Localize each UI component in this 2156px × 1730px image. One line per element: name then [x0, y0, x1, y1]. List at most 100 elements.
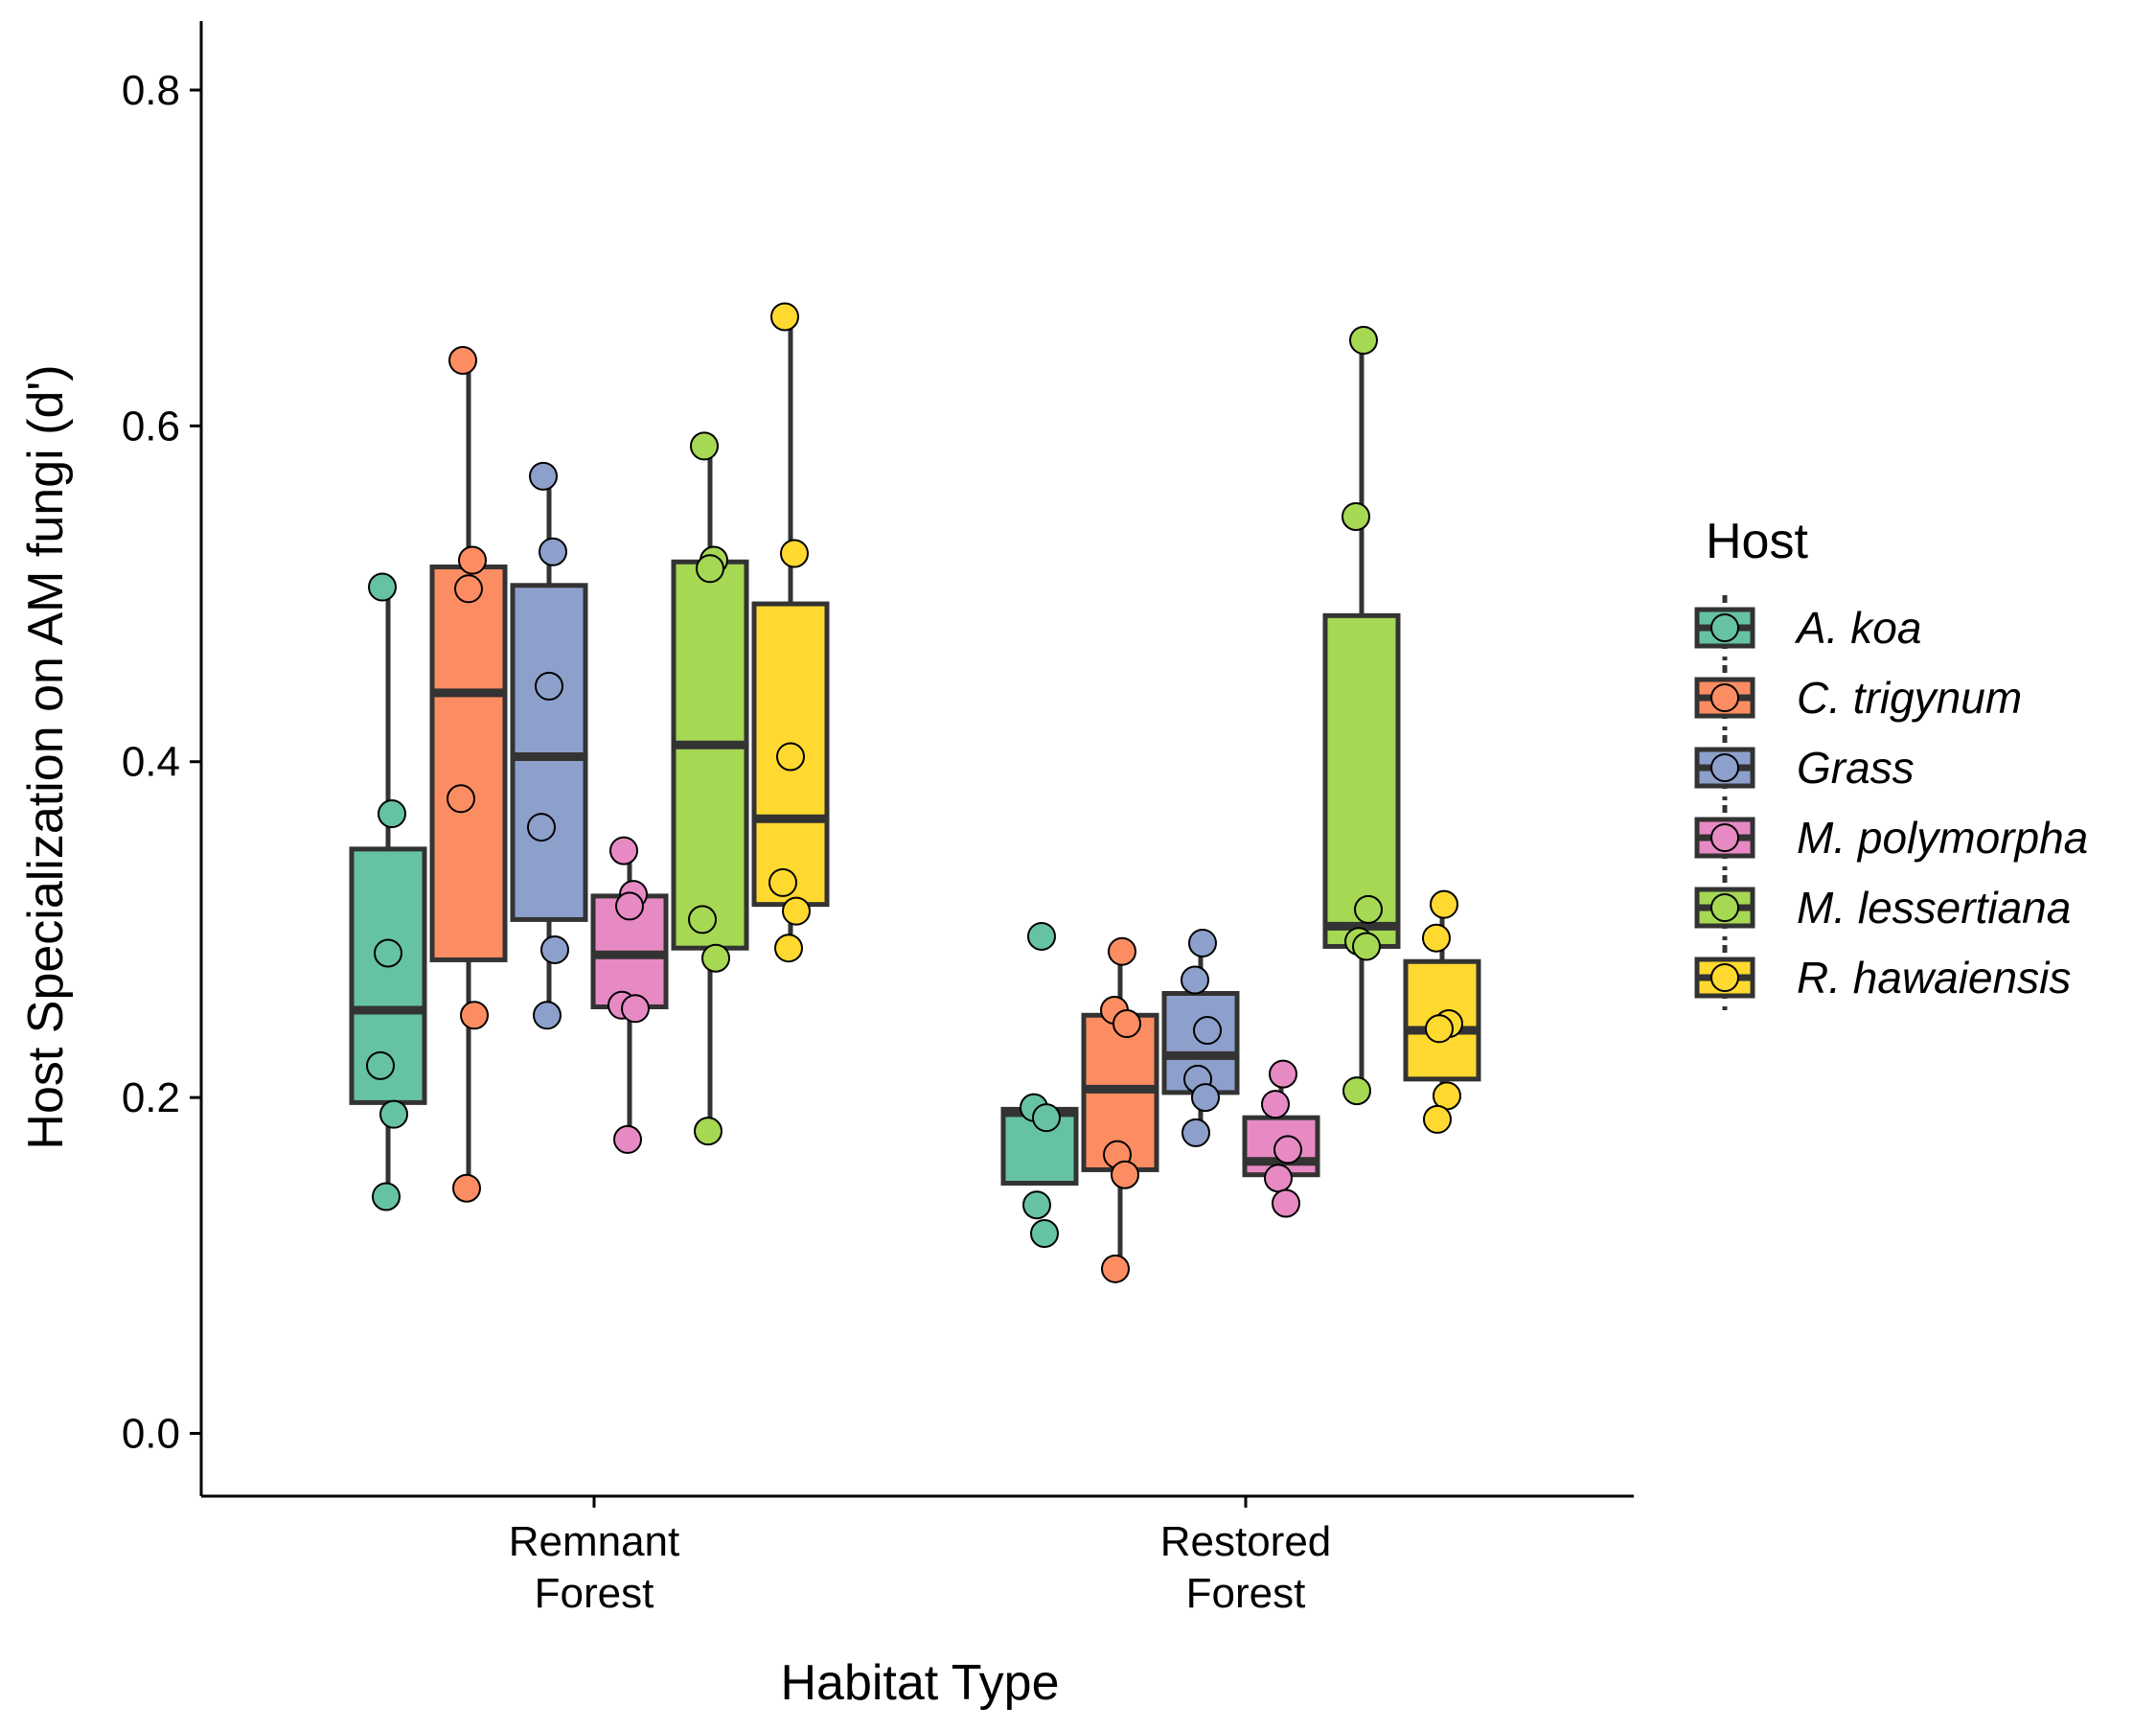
data-point — [1352, 932, 1381, 961]
legend-key — [1694, 735, 1755, 800]
data-point — [1269, 1059, 1297, 1089]
data-point — [1181, 1118, 1210, 1147]
legend-key — [1694, 945, 1755, 1010]
box-group — [1242, 1059, 1320, 1218]
legend: Host A. koa C. trigynum Grass M. polymorpha… — [1694, 514, 2088, 1010]
y-tick-label: 0.4 — [122, 739, 180, 786]
x-axis-title: Habitat Type — [780, 1655, 1059, 1711]
x-tick-label: Remnant Forest — [509, 1518, 680, 1617]
legend-key-point — [1710, 893, 1739, 922]
data-point — [1342, 501, 1370, 531]
box-group — [1322, 326, 1401, 1106]
y-tick-label: 0.2 — [122, 1074, 180, 1121]
y-tick-label: 0.8 — [122, 67, 180, 114]
legend-key-point — [1710, 963, 1739, 992]
data-point — [1261, 1090, 1290, 1119]
data-point — [780, 539, 809, 568]
legend-key-point — [1710, 613, 1739, 642]
data-point — [615, 891, 644, 921]
data-point — [527, 813, 556, 842]
data-point — [448, 346, 477, 376]
data-point — [688, 905, 717, 934]
data-point — [378, 799, 406, 829]
box-group — [510, 461, 588, 1030]
data-point — [454, 574, 483, 604]
data-point — [458, 545, 487, 575]
data-point — [609, 836, 638, 865]
x-tick-label: Restored Forest — [1160, 1518, 1332, 1617]
data-point — [374, 938, 402, 968]
box-group — [1081, 936, 1159, 1283]
data-point — [1112, 1009, 1141, 1039]
data-point — [1188, 928, 1217, 957]
legend-key — [1694, 875, 1755, 940]
legend-key — [1694, 665, 1755, 730]
data-point — [701, 943, 730, 973]
box-group — [1161, 928, 1240, 1147]
data-point — [696, 554, 724, 584]
data-point — [540, 934, 569, 964]
y-axis-title: Host Specialization on AM fungi (d') — [18, 364, 74, 1149]
data-point — [690, 431, 719, 461]
data-point — [1181, 965, 1209, 995]
legend-label: A. koa — [1794, 603, 1921, 653]
data-point — [529, 461, 558, 491]
data-point — [694, 1117, 722, 1146]
data-point — [768, 867, 797, 897]
data-point — [1032, 1103, 1061, 1133]
data-point — [460, 1001, 489, 1030]
data-point — [533, 1001, 562, 1030]
data-point — [1342, 1076, 1371, 1106]
box — [671, 559, 749, 951]
box — [429, 565, 508, 962]
data-point — [1022, 1190, 1051, 1220]
data-point — [452, 1173, 481, 1203]
box-group — [349, 572, 427, 1211]
data-point — [621, 994, 650, 1024]
data-point — [1193, 1016, 1222, 1046]
data-point — [613, 1124, 642, 1154]
legend-key-point — [1710, 683, 1739, 712]
data-point — [1264, 1164, 1293, 1193]
data-point — [1423, 1104, 1452, 1134]
data-point — [1425, 1014, 1454, 1044]
legend-title: Host — [1706, 514, 1808, 569]
data-point — [770, 302, 799, 332]
legend-key-point — [1710, 753, 1739, 782]
axes: 0.0 0.2 0.4 0.6 0.8 Remnant Forest Restored Fore… — [122, 21, 1634, 1617]
data-point — [1272, 1188, 1300, 1218]
data-point — [782, 896, 811, 926]
legend-label: C. trigynum — [1797, 673, 2022, 723]
data-point — [1191, 1083, 1220, 1113]
data-point — [1349, 326, 1378, 356]
data-point — [1430, 889, 1458, 919]
box-group — [671, 431, 749, 1146]
data-point — [372, 1182, 401, 1211]
legend-label: M. polymorpha — [1797, 813, 2088, 863]
data-point — [368, 572, 397, 602]
data-point — [535, 671, 563, 701]
plot-area — [349, 302, 1481, 1283]
legend-label: Grass — [1797, 743, 1915, 793]
data-point — [1273, 1135, 1302, 1165]
data-point — [1422, 923, 1451, 953]
box — [1322, 612, 1401, 949]
legend-key — [1694, 805, 1755, 870]
data-point — [379, 1099, 408, 1129]
data-point — [366, 1050, 395, 1080]
legend-key-point — [1710, 823, 1739, 852]
data-point — [776, 742, 805, 772]
legend-label: R. hawaiensis — [1797, 953, 2071, 1003]
box-group — [1403, 889, 1481, 1134]
data-point — [1111, 1160, 1139, 1189]
box-group — [429, 346, 508, 1203]
data-point — [1030, 1219, 1059, 1249]
data-point — [539, 537, 567, 566]
data-point — [1354, 894, 1383, 924]
data-point — [1101, 1254, 1130, 1283]
data-point — [1108, 936, 1136, 966]
box-group — [590, 836, 669, 1154]
legend-label: M. lessertiana — [1797, 883, 2071, 933]
